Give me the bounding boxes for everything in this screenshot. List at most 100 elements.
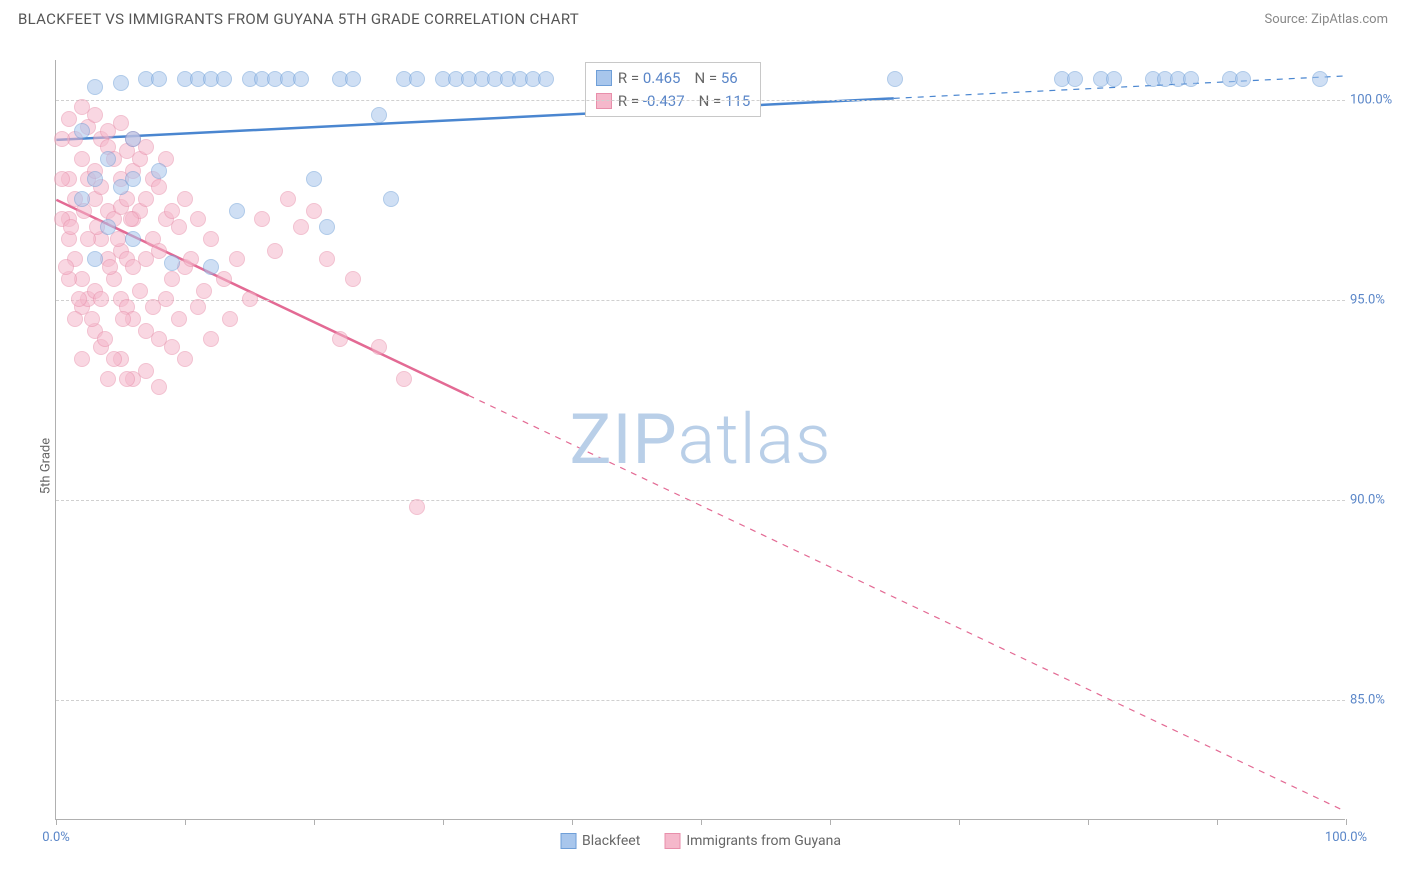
plot-area: ZIPatlas R = 0.465N = 56R = -0.437N = 11… (55, 60, 1345, 820)
gridline (56, 100, 1345, 101)
data-point (151, 71, 167, 87)
data-point (74, 151, 90, 167)
x-tick (185, 819, 186, 825)
data-point (119, 371, 135, 387)
data-point (229, 203, 245, 219)
bottom-legend: Blackfeet Immigrants from Guyana (560, 833, 841, 849)
data-point (319, 251, 335, 267)
data-point (100, 219, 116, 235)
data-point (74, 191, 90, 207)
y-tick-label: 100.0% (1350, 93, 1400, 108)
data-point (97, 331, 113, 347)
data-point (87, 79, 103, 95)
data-point (54, 171, 70, 187)
data-point (1235, 71, 1251, 87)
data-point (123, 211, 139, 227)
data-point (164, 255, 180, 271)
data-point (409, 499, 425, 515)
data-point (87, 171, 103, 187)
data-point (254, 211, 270, 227)
gridline (56, 500, 1345, 501)
data-point (229, 251, 245, 267)
data-point (190, 211, 206, 227)
data-point (100, 371, 116, 387)
watermark-zip: ZIP (570, 399, 678, 481)
x-tick (1088, 819, 1089, 825)
data-point (1312, 71, 1328, 87)
legend-item: Immigrants from Guyana (664, 833, 841, 849)
legend-swatch (664, 833, 680, 849)
x-tick-label: 100.0% (1325, 830, 1367, 845)
data-point (332, 331, 348, 347)
data-point (1183, 71, 1199, 87)
data-point (115, 311, 131, 327)
x-tick (314, 819, 315, 825)
data-point (106, 351, 122, 367)
data-point (67, 311, 83, 327)
data-point (345, 71, 361, 87)
stats-legend: R = 0.465N = 56R = -0.437N = 115 (585, 62, 761, 117)
data-point (171, 219, 187, 235)
data-point (151, 179, 167, 195)
data-point (409, 71, 425, 87)
data-point (125, 171, 141, 187)
data-point (93, 291, 109, 307)
data-point (177, 191, 193, 207)
chart-container: 5th Grade ZIPatlas R = 0.465N = 56R = -0… (0, 40, 1406, 892)
x-tick (443, 819, 444, 825)
x-tick (959, 819, 960, 825)
data-point (151, 243, 167, 259)
data-point (183, 251, 199, 267)
data-point (113, 75, 129, 91)
y-tick-label: 95.0% (1350, 293, 1400, 308)
watermark-atlas: atlas (678, 399, 832, 481)
data-point (345, 271, 361, 287)
legend-item: Blackfeet (560, 833, 640, 849)
x-tick (572, 819, 573, 825)
data-point (63, 219, 79, 235)
data-point (164, 203, 180, 219)
data-point (177, 351, 193, 367)
data-point (113, 115, 129, 131)
data-point (125, 131, 141, 147)
data-point (151, 379, 167, 395)
data-point (396, 371, 412, 387)
gridline (56, 700, 1345, 701)
data-point (538, 71, 554, 87)
data-point (74, 351, 90, 367)
legend-label: Blackfeet (582, 833, 640, 849)
data-point (216, 71, 232, 87)
data-point (196, 283, 212, 299)
y-tick-label: 85.0% (1350, 693, 1400, 708)
source-label: Source: ZipAtlas.com (1264, 12, 1388, 27)
x-tick (1346, 819, 1347, 825)
data-point (138, 191, 154, 207)
data-point (132, 283, 148, 299)
data-point (164, 271, 180, 287)
x-tick-label: 0.0% (42, 830, 70, 845)
data-point (71, 291, 87, 307)
data-point (1106, 71, 1122, 87)
data-point (371, 339, 387, 355)
data-point (61, 111, 77, 127)
data-point (306, 171, 322, 187)
data-point (151, 163, 167, 179)
data-point (383, 191, 399, 207)
data-point (267, 243, 283, 259)
data-point (280, 191, 296, 207)
data-point (58, 259, 74, 275)
chart-title: BLACKFEET VS IMMIGRANTS FROM GUYANA 5TH … (18, 10, 579, 28)
x-tick (1217, 819, 1218, 825)
legend-swatch (560, 833, 576, 849)
x-tick (830, 819, 831, 825)
data-point (171, 311, 187, 327)
data-point (138, 363, 154, 379)
data-point (100, 151, 116, 167)
data-point (319, 219, 335, 235)
data-point (216, 271, 232, 287)
legend-label: Immigrants from Guyana (686, 833, 841, 849)
y-axis-label: 5th Grade (39, 438, 54, 494)
data-point (87, 251, 103, 267)
y-tick-label: 90.0% (1350, 493, 1400, 508)
data-point (158, 291, 174, 307)
